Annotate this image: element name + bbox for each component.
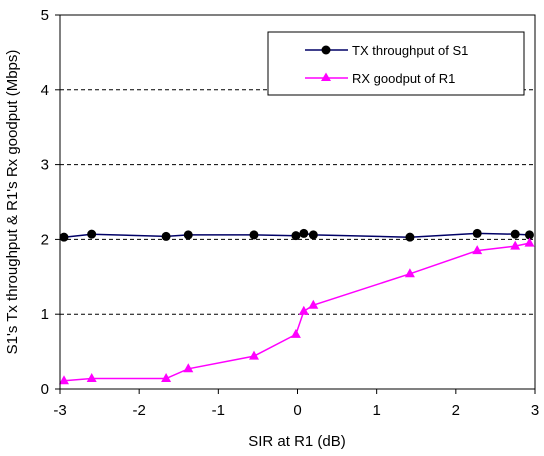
x-tick-label--3: -3 [53, 402, 66, 419]
x-tick-label--2: -2 [132, 402, 145, 419]
series-0-point-10 [510, 229, 520, 239]
series-1-point-11 [524, 237, 535, 247]
series-1-point-5 [290, 328, 301, 338]
series-1-point-0 [59, 375, 69, 385]
series-0-point-7 [308, 230, 318, 240]
series-0-point-4 [249, 230, 259, 240]
series-1-point-7 [308, 299, 319, 309]
series-1-point-1 [86, 373, 97, 382]
x-tick-label--1: -1 [212, 402, 225, 419]
series-0-point-6 [299, 228, 309, 238]
series-0 [59, 228, 534, 242]
series-0-point-5 [291, 231, 301, 241]
series-1-point-10 [510, 240, 521, 250]
series-0-point-1 [87, 229, 97, 239]
y-axis-title: S1's Tx throughput & R1's Rx goodput (Mb… [4, 50, 21, 355]
series-1-point-8 [404, 268, 415, 278]
series-1 [59, 237, 535, 385]
x-axis: -3 -2 -1 0 1 2 3 [53, 389, 539, 419]
y-tick-label-3: 3 [41, 157, 49, 174]
series-1-point-4 [249, 350, 259, 360]
legend: TX throughput of S1 RX goodput of R1 [267, 31, 525, 96]
x-axis-title: SIR at R1 (dB) [248, 433, 346, 450]
series-line-1 [63, 242, 530, 382]
series-1-point-6 [298, 305, 309, 315]
x-tick-label-1: 1 [372, 402, 380, 419]
series-0-point-11 [524, 230, 534, 240]
legend-swatch-rx-marker [321, 72, 331, 81]
series-layer [59, 228, 535, 385]
y-tick-label-1: 1 [41, 306, 49, 323]
x-tick-label-2: 2 [452, 402, 460, 419]
series-0-point-2 [161, 231, 171, 241]
series-0-point-9 [472, 228, 482, 238]
legend-box [267, 31, 525, 96]
x-tick-label-3: 3 [531, 402, 539, 419]
y-axis: 0 1 2 3 4 5 [41, 7, 60, 398]
legend-swatch-tx-marker [321, 45, 331, 55]
legend-label-tx: TX throughput of S1 [352, 43, 468, 58]
y-tick-label-5: 5 [41, 7, 49, 24]
y-tick-label-0: 0 [41, 381, 49, 398]
series-1-point-2 [161, 373, 172, 382]
series-0-point-0 [59, 232, 69, 242]
series-0-point-8 [405, 232, 415, 242]
series-1-point-9 [472, 245, 483, 255]
y-tick-label-2: 2 [41, 231, 49, 248]
series-0-point-3 [183, 230, 193, 240]
y-tick-label-4: 4 [41, 82, 49, 99]
x-tick-label-0: 0 [293, 402, 301, 419]
series-1-point-3 [183, 363, 194, 373]
gridlines [60, 89, 535, 315]
legend-label-rx: RX goodput of R1 [352, 71, 455, 86]
